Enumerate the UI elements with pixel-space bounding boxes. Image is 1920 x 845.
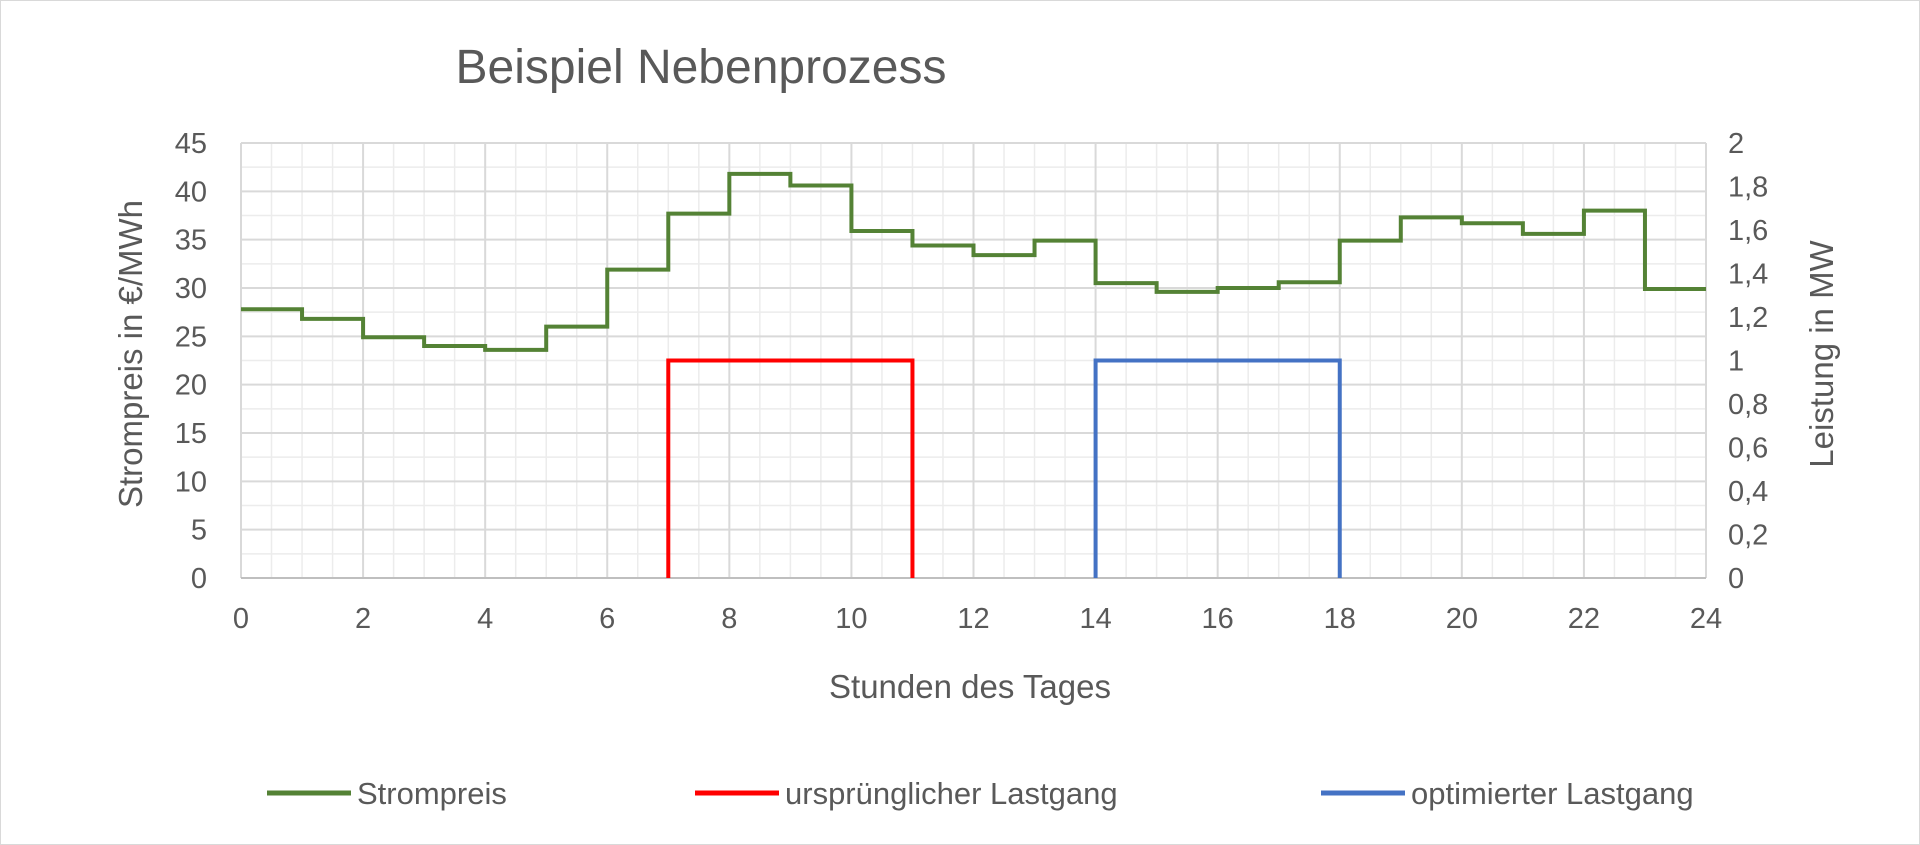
x-tick-label: 8 (721, 603, 737, 635)
legend-item: ursprünglicher Lastgang (695, 776, 1118, 811)
y-tick-label: 15 (175, 418, 207, 450)
y-axis-title: Strompreis in €/MWh (112, 200, 149, 508)
x-tick-label: 16 (1202, 603, 1234, 635)
y-tick-label: 25 (175, 321, 207, 353)
y2-tick-label: 1,8 (1728, 172, 1768, 204)
y2-tick-label: 0 (1728, 563, 1744, 595)
tick-layer: 0 2 4 6 8 10 12 14 16 18 20 22 240510152025303540450… (175, 128, 1769, 635)
x-tick-label: 10 (835, 603, 867, 635)
series-line-3 (1093, 358, 1342, 578)
y2-tick-label: 0,2 (1728, 520, 1768, 552)
y-tick-label: 30 (175, 273, 207, 305)
legend-label: optimierter Lastgang (1411, 776, 1694, 811)
grid-layer (240, 142, 1707, 579)
x-tick-label: 22 (1568, 603, 1600, 635)
y-tick-label: 40 (175, 176, 207, 208)
y-tick-label: 35 (175, 225, 207, 257)
legend-item: optimierter Lastgang (1321, 776, 1694, 811)
y2-tick-label: 1,4 (1728, 259, 1768, 291)
x-tick-label: 0 (233, 603, 249, 635)
y2-tick-label: 0,6 (1728, 433, 1768, 465)
legend-label: ursprünglicher Lastgang (785, 776, 1118, 811)
legend-label: Strompreis (357, 776, 507, 811)
y2-tick-label: 2 (1728, 128, 1744, 160)
x-tick-label: 20 (1446, 603, 1478, 635)
y-tick-label: 10 (175, 466, 207, 498)
y2-tick-label: 0,8 (1728, 389, 1768, 421)
legend-item: Strompreis (267, 776, 507, 811)
y2-tick-label: 1,2 (1728, 302, 1768, 334)
legend: Strompreis ursprünglicher Lastgang optimie… (267, 776, 1694, 811)
x-tick-label: 12 (957, 603, 989, 635)
y-tick-label: 20 (175, 370, 207, 402)
series-layer (241, 171, 1706, 578)
y2-tick-label: 1 (1728, 346, 1744, 378)
y-tick-label: 45 (175, 128, 207, 160)
x-tick-label: 4 (477, 603, 493, 635)
series-line-1 (241, 171, 1706, 352)
series-line-2 (666, 358, 915, 578)
y-tick-label: 5 (191, 515, 207, 547)
y-tick-label: 0 (191, 563, 207, 595)
x-tick-label: 18 (1324, 603, 1356, 635)
x-tick-label: 14 (1079, 603, 1111, 635)
x-tick-label: 2 (355, 603, 371, 635)
y2-tick-label: 1,6 (1728, 215, 1768, 247)
y2-axis-title: Leistung in MW (1803, 239, 1840, 467)
y2-tick-label: 0,4 (1728, 476, 1768, 508)
x-tick-label: 24 (1690, 603, 1722, 635)
x-tick-label: 6 (599, 603, 615, 635)
chart-title: Beispiel Nebenprozess (456, 41, 947, 94)
x-axis-title: Stunden des Tages (829, 668, 1111, 705)
